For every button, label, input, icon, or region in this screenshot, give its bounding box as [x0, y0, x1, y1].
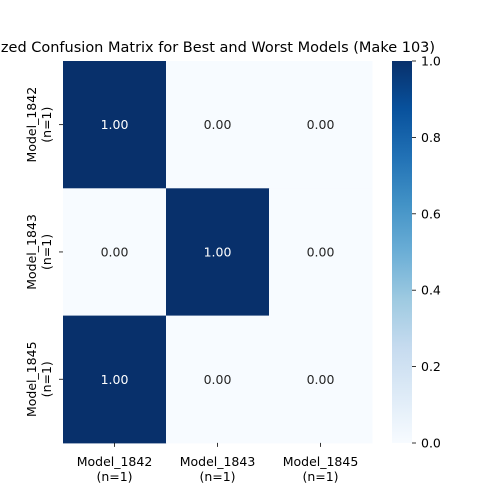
- y-tick-label-0: Model_1842(n=1): [24, 87, 54, 163]
- cell-value-label-r0-c0: 1.00: [101, 117, 129, 132]
- colorbar-tick-label-5: 1.0: [421, 54, 441, 69]
- heatmap-cell-r1-c0: [63, 188, 167, 317]
- heatmap-cell-r2-c0: [63, 315, 167, 444]
- y-axis: Model_1842(n=1) Model_1843(n=1) Model_1845…: [24, 87, 63, 417]
- x-tick-label-1: Model_1843 (n=1): [180, 454, 256, 484]
- heatmap-cell-labels: 1.00 0.00 0.00 0.00 1.00 0.00 1.00 0.00 0.00: [101, 117, 335, 387]
- cell-value-label-r1-c1: 1.00: [204, 244, 232, 259]
- heatmap-cell-r2-c2: [269, 315, 373, 444]
- heatmap-cell-r1-c1: [166, 188, 270, 317]
- x-tick-label-0: Model_1842 (n=1): [77, 454, 153, 484]
- colorbar-tick-label-2: 0.4: [421, 283, 441, 298]
- x-tick-label-2: Model_1845 (n=1): [283, 454, 359, 484]
- heatmap-cell-r2-c1: [166, 315, 270, 444]
- x-axis: Model_1842 (n=1) Model_1843 (n=1) Model_1845…: [77, 442, 359, 484]
- cell-value-label-r0-c1: 0.00: [204, 117, 232, 132]
- chart-title: zed Confusion Matrix for Best and Worst …: [1, 40, 435, 56]
- colorbar-tick-label-4: 0.8: [421, 130, 441, 145]
- colorbar-tick-label-3: 0.6: [421, 206, 441, 221]
- cell-value-label-r1-c2: 0.00: [307, 244, 335, 259]
- colorbar-gradient: [392, 61, 412, 443]
- heatmap-cell-r0-c2: [269, 61, 373, 189]
- cell-value-label-r0-c2: 0.00: [307, 117, 335, 132]
- colorbar: 0.0 0.2 0.4 0.6 0.8 1.0: [392, 54, 441, 451]
- y-tick-label-1: Model_1843(n=1): [24, 214, 54, 290]
- heatmap-cell-r1-c2: [269, 188, 373, 317]
- heatmap-cell-r0-c1: [166, 61, 270, 189]
- cell-value-label-r2-c0: 1.00: [101, 372, 129, 387]
- colorbar-tick-label-0: 0.0: [421, 436, 441, 451]
- colorbar-tick-label-1: 0.2: [421, 359, 441, 374]
- cell-value-label-r1-c0: 0.00: [101, 244, 129, 259]
- cell-value-label-r2-c1: 0.00: [204, 372, 232, 387]
- colorbar-ticks: 0.0 0.2 0.4 0.6 0.8 1.0: [412, 54, 441, 451]
- y-tick-label-2: Model_1845(n=1): [24, 341, 54, 417]
- heatmap-cells: [63, 61, 373, 444]
- heatmap-cell-r0-c0: [63, 61, 167, 189]
- cell-value-label-r2-c2: 0.00: [307, 372, 335, 387]
